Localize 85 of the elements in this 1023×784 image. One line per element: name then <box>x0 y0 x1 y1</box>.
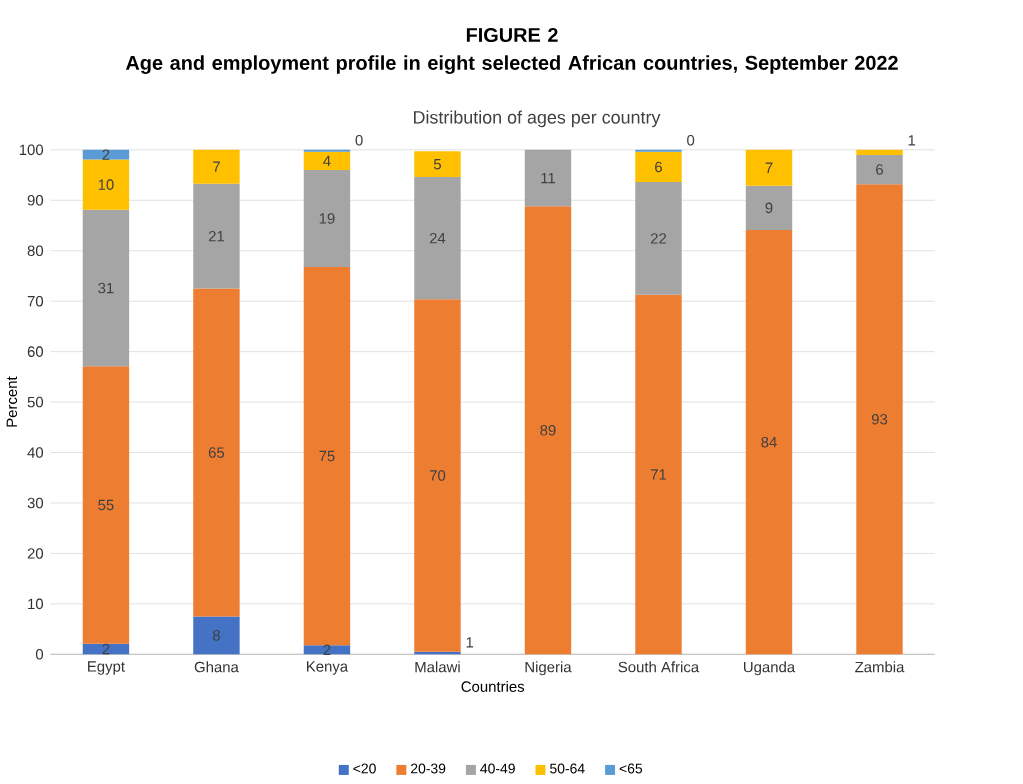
data-label: 6 <box>655 161 662 173</box>
data-label: 7 <box>213 161 220 172</box>
y-tick-label: 40 <box>27 447 44 458</box>
bar <box>193 288 240 617</box>
y-tick-label: 80 <box>27 245 44 256</box>
data-label: 19 <box>319 213 335 224</box>
bar <box>303 149 351 152</box>
bar <box>82 209 130 367</box>
data-label: 70 <box>429 470 446 481</box>
bar <box>82 366 130 644</box>
bar <box>635 151 682 182</box>
bar <box>414 151 461 177</box>
data-label: 24 <box>429 232 446 244</box>
data-label: 4 <box>323 155 331 166</box>
x-tick-label: Malawi <box>415 661 460 673</box>
bar <box>524 149 572 207</box>
y-tick-label: 0 <box>35 648 44 660</box>
data-label: 21 <box>208 230 225 242</box>
x-tick-label: Zambia <box>855 661 905 673</box>
data-label: 2 <box>102 149 110 160</box>
legend-label: <65 <box>619 763 643 774</box>
data-label: 9 <box>765 202 773 214</box>
y-tick-label: 70 <box>27 295 44 307</box>
y-tick-label: 20 <box>27 548 44 559</box>
bar <box>303 151 351 170</box>
bar <box>856 149 903 155</box>
bar <box>303 266 351 646</box>
bar <box>745 185 793 230</box>
data-label: 0 <box>687 134 695 146</box>
data-label: 5 <box>433 158 441 170</box>
bar <box>635 182 682 295</box>
bar <box>635 294 682 655</box>
data-label: 10 <box>98 179 114 190</box>
bar <box>856 154 903 185</box>
x-axis-title: Countries <box>461 680 525 692</box>
bar <box>193 616 240 655</box>
data-label: 1 <box>466 637 474 648</box>
legend-label: 50-64 <box>550 763 585 774</box>
y-tick-label: 30 <box>27 497 44 509</box>
x-tick-label: Egypt <box>88 661 125 675</box>
y-tick-label: 100 <box>19 144 44 156</box>
data-label: 8 <box>212 629 220 641</box>
data-label: 0 <box>355 134 363 146</box>
bar <box>82 159 130 210</box>
y-tick-label: 50 <box>27 396 44 408</box>
data-label: 89 <box>540 424 556 436</box>
bar <box>193 183 240 289</box>
data-label: 7 <box>765 162 773 173</box>
y-tick-label: 60 <box>27 346 44 357</box>
data-label: 1 <box>908 135 916 146</box>
legend-label: 20-39 <box>411 763 446 774</box>
data-label: 93 <box>871 413 888 425</box>
bar <box>856 184 903 655</box>
bar <box>303 169 351 267</box>
bar <box>745 229 793 655</box>
x-tick-label: Ghana <box>194 661 239 673</box>
data-label: 84 <box>761 436 777 448</box>
data-label: 2 <box>323 644 331 655</box>
data-label: 11 <box>541 172 556 184</box>
data-label: 65 <box>208 447 225 458</box>
bar <box>193 149 240 184</box>
x-tick-label: Kenya <box>307 661 349 675</box>
bar <box>303 645 351 655</box>
data-label: 22 <box>650 233 667 244</box>
y-axis-title: Percent <box>6 376 18 427</box>
x-tick-label: Nigeria <box>525 661 572 676</box>
bar <box>745 149 793 186</box>
y-tick-label: 10 <box>28 598 44 610</box>
x-tick-label: South Africa <box>618 661 700 673</box>
bar <box>414 299 461 652</box>
data-label: 55 <box>98 499 114 511</box>
data-label: 75 <box>319 450 335 462</box>
chart-title: FIGURE 2 Age and employment profile in eight selected African countries, September 2022 <box>125 27 898 74</box>
data-label: 6 <box>876 164 883 175</box>
x-tick-label: Uganda <box>744 661 796 676</box>
data-label: 31 <box>98 282 114 294</box>
bar <box>414 176 461 300</box>
y-tick-label: 90 <box>27 194 44 206</box>
data-label: 2 <box>102 643 110 655</box>
chart-subtitle: Distribution of ages per country <box>413 110 661 128</box>
bar <box>524 206 572 655</box>
bar <box>635 149 682 152</box>
legend-label: <20 <box>353 763 376 774</box>
legend-label: 40-49 <box>480 763 515 774</box>
data-label: 71 <box>650 469 667 480</box>
